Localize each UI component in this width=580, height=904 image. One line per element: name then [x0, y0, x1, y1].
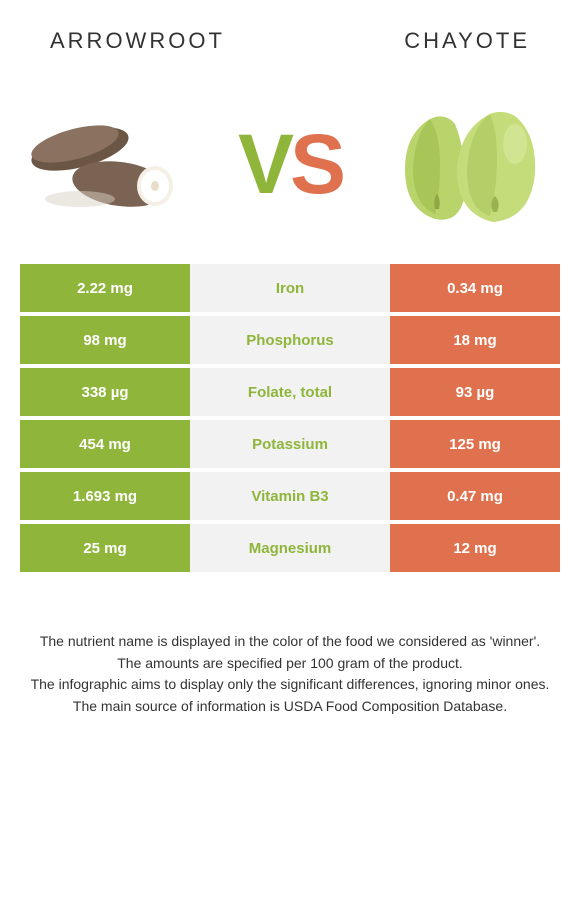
vs-v: V — [238, 117, 290, 211]
images-row: VS — [0, 54, 580, 264]
cell-mid: Phosphorus — [190, 316, 390, 364]
cell-left: 2.22 mg — [20, 264, 190, 312]
header: ARROWROOT CHAYOTE — [0, 0, 580, 54]
cell-left: 25 mg — [20, 524, 190, 572]
title-right: CHAYOTE — [404, 28, 530, 54]
vs-label: VS — [238, 116, 342, 213]
footnote-line: The infographic aims to display only the… — [20, 675, 560, 695]
footnote-line: The amounts are specified per 100 gram o… — [20, 654, 560, 674]
vs-s: S — [290, 117, 342, 211]
table-row: 1.693 mgVitamin B30.47 mg — [20, 472, 560, 520]
cell-left: 454 mg — [20, 420, 190, 468]
table-row: 454 mgPotassium125 mg — [20, 420, 560, 468]
title-left: ARROWROOT — [50, 28, 225, 54]
table-row: 338 µgFolate, total93 µg — [20, 368, 560, 416]
footnotes: The nutrient name is displayed in the co… — [0, 632, 580, 716]
cell-mid: Potassium — [190, 420, 390, 468]
cell-right: 93 µg — [390, 368, 560, 416]
cell-left: 98 mg — [20, 316, 190, 364]
cell-right: 18 mg — [390, 316, 560, 364]
cell-right: 125 mg — [390, 420, 560, 468]
cell-left: 338 µg — [20, 368, 190, 416]
cell-right: 0.47 mg — [390, 472, 560, 520]
cell-mid: Iron — [190, 264, 390, 312]
table-row: 25 mgMagnesium12 mg — [20, 524, 560, 572]
cell-mid: Magnesium — [190, 524, 390, 572]
table-row: 2.22 mgIron0.34 mg — [20, 264, 560, 312]
cell-left: 1.693 mg — [20, 472, 190, 520]
footnote-line: The nutrient name is displayed in the co… — [20, 632, 560, 652]
footnote-line: The main source of information is USDA F… — [20, 697, 560, 717]
chayote-image — [380, 94, 560, 234]
table-row: 98 mgPhosphorus18 mg — [20, 316, 560, 364]
arrowroot-image — [20, 94, 200, 234]
cell-mid: Vitamin B3 — [190, 472, 390, 520]
cell-mid: Folate, total — [190, 368, 390, 416]
cell-right: 0.34 mg — [390, 264, 560, 312]
cell-right: 12 mg — [390, 524, 560, 572]
nutrient-table: 2.22 mgIron0.34 mg98 mgPhosphorus18 mg33… — [20, 264, 560, 572]
